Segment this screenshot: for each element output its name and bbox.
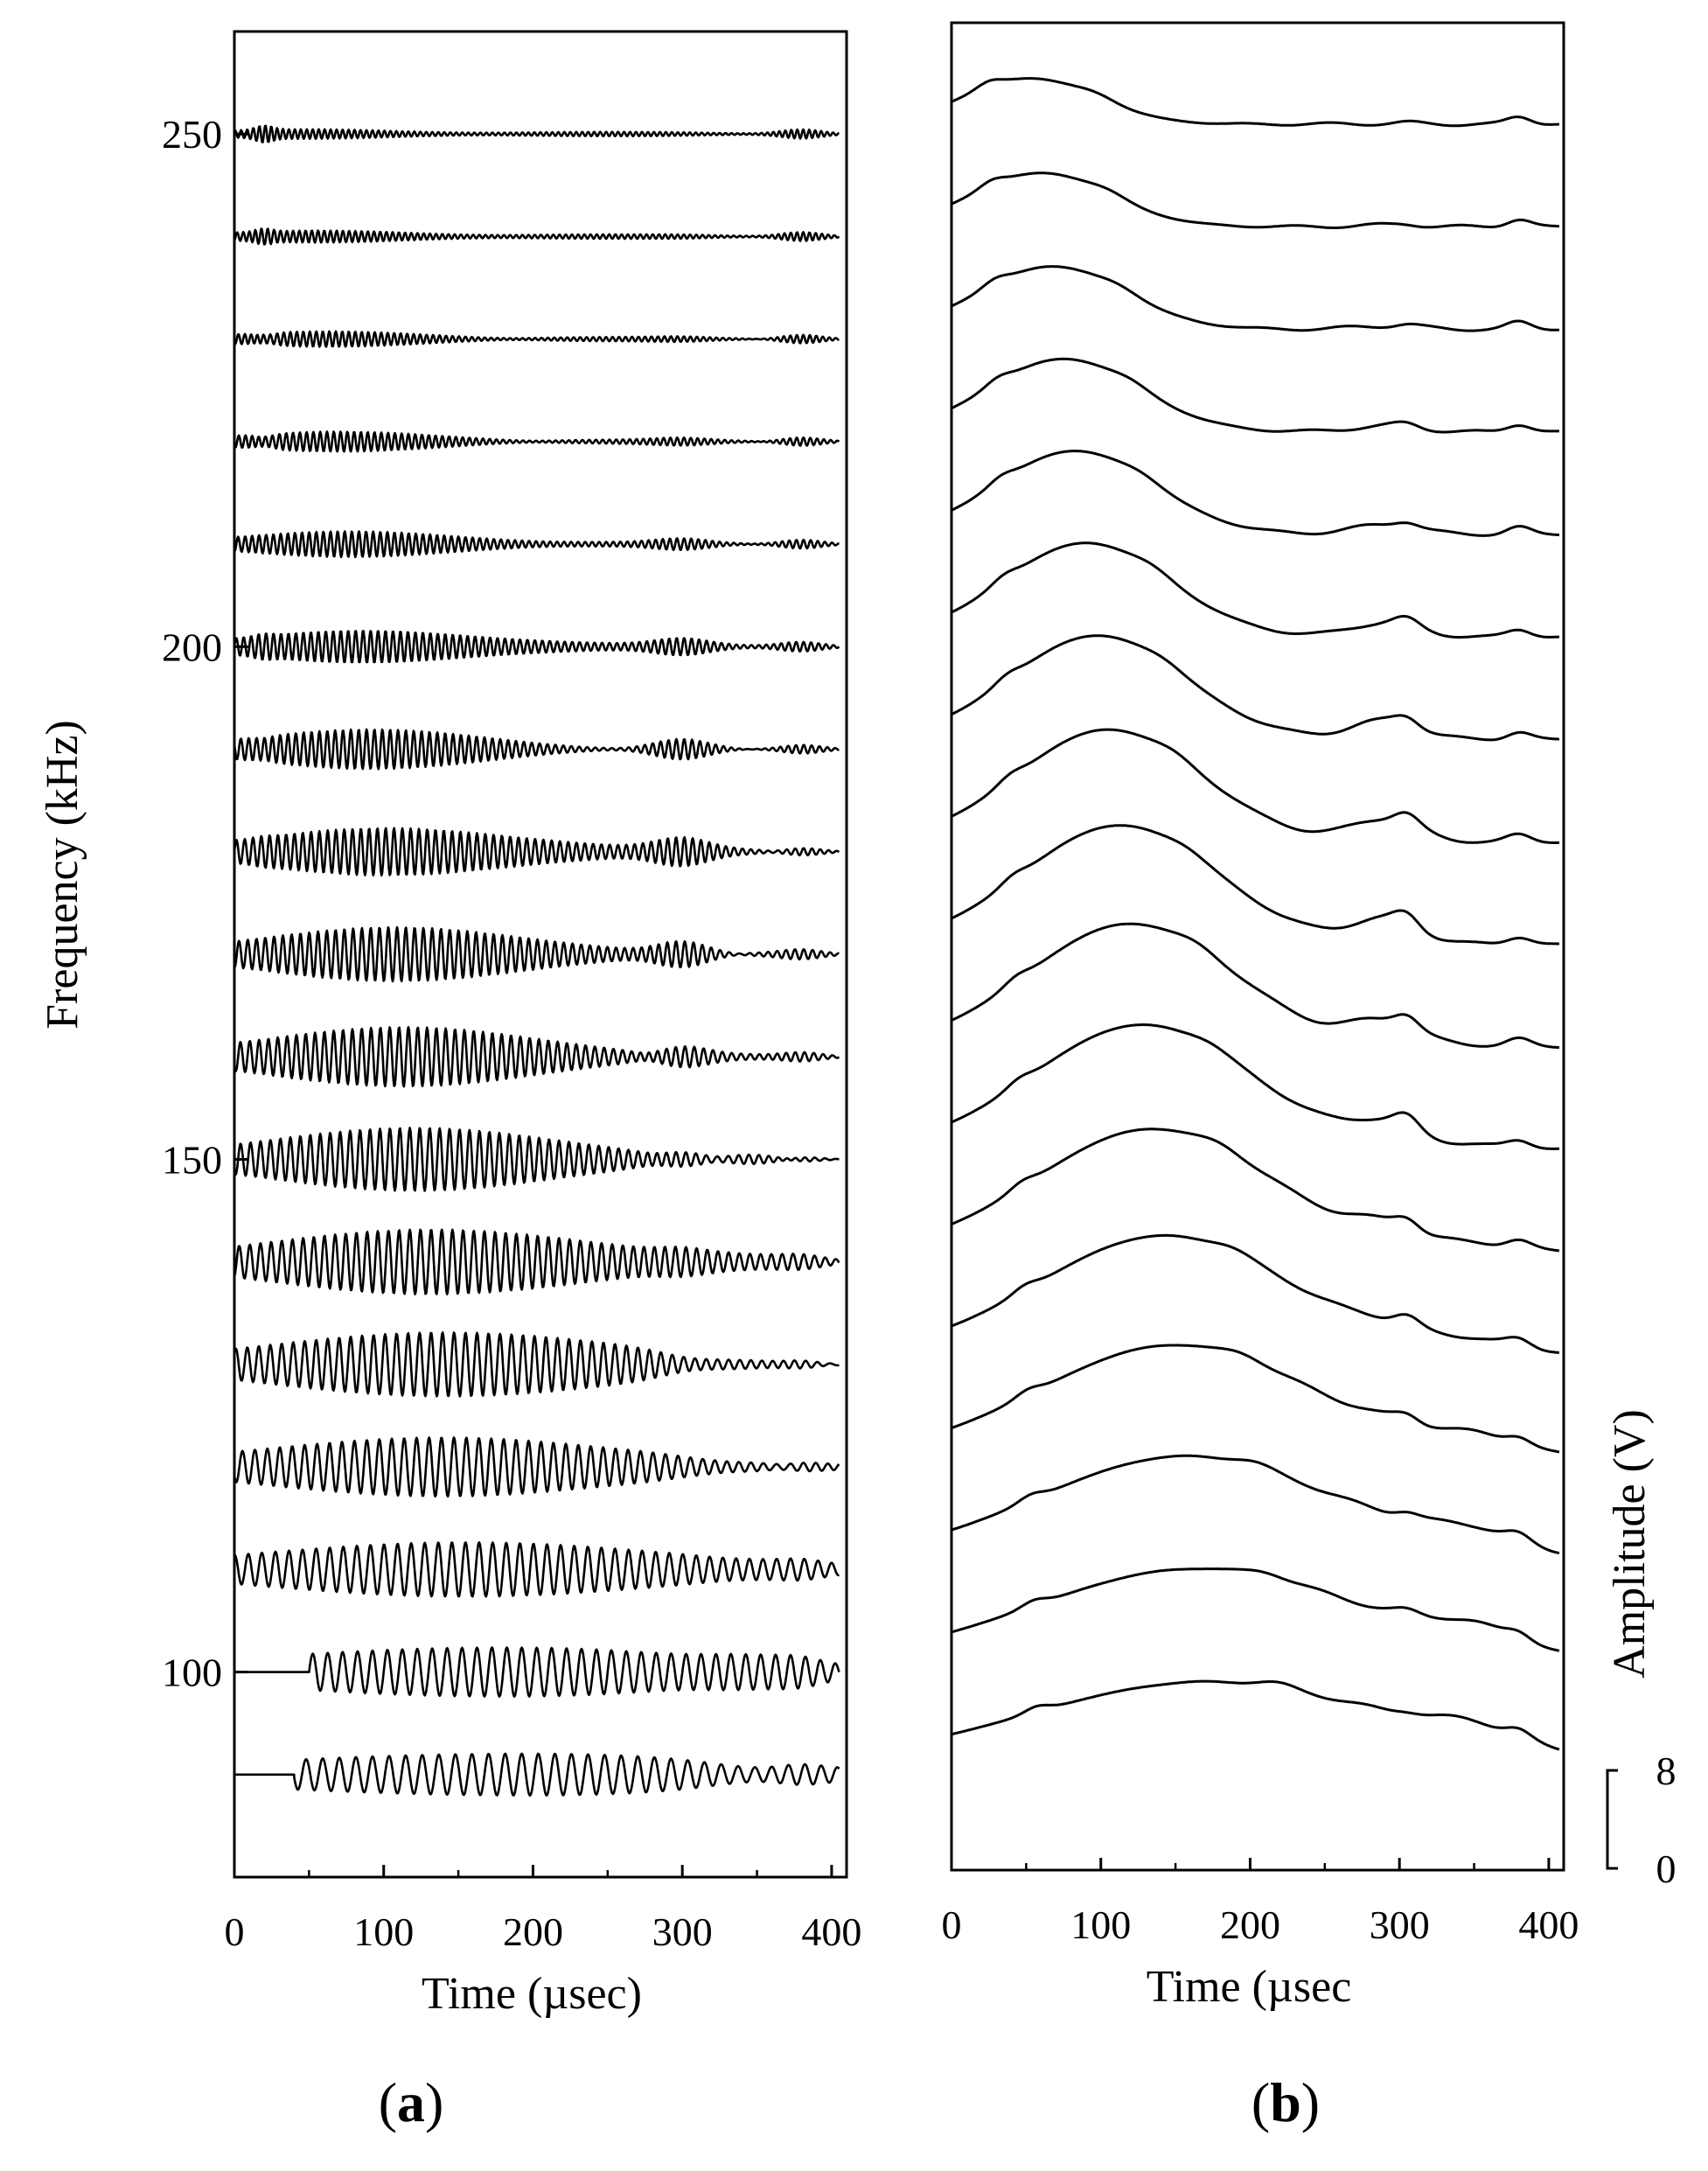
- envelope-100khz: [951, 1567, 1560, 1652]
- waveform-140khz: [233, 1228, 840, 1295]
- panel-a-y-tick-label: 100: [162, 1651, 222, 1695]
- waveform-180khz: [233, 827, 840, 876]
- waveform-130khz: [233, 1331, 840, 1398]
- envelope-140khz: [951, 1127, 1560, 1253]
- amplitude-scale-top-label: 8: [1656, 1749, 1677, 1793]
- waveform-170khz: [234, 925, 840, 983]
- envelope-110khz: [951, 1454, 1560, 1555]
- panel-b-x-tick-label: 300: [1370, 1902, 1430, 1947]
- waveform-210khz: [234, 530, 840, 559]
- waveform-120khz: [233, 1436, 840, 1498]
- waveform-150khz: [233, 1127, 840, 1192]
- panel-b-x-tick-label: 100: [1070, 1902, 1131, 1947]
- panel-a-y-tick-label: 250: [162, 112, 222, 157]
- svg-text:(a): (a): [379, 2071, 444, 2133]
- amplitude-scale-bar: 80: [1606, 1749, 1677, 1891]
- panel-b-label: (b): [1251, 2071, 1320, 2133]
- panel-b: 0 100 200 300 400 Time (µsec Amplitude (V) 8…: [942, 21, 1677, 2133]
- panel-b-x-tick-label: 400: [1518, 1902, 1579, 1947]
- envelope-90khz: [951, 1679, 1560, 1751]
- envelope-180khz: [951, 728, 1559, 844]
- waveform-250khz: [233, 124, 840, 143]
- envelope-250khz: [951, 77, 1559, 128]
- panel-b-frame: [950, 21, 1565, 1872]
- waveform-220khz: [233, 430, 840, 453]
- envelope-170khz: [951, 824, 1559, 946]
- panel-b-x-tick-label: 0: [942, 1902, 962, 1947]
- panel-b-y-axis-label: Amplitude (V): [1605, 1409, 1655, 1679]
- panel-a-y-axis-label: Frequency (kHz): [38, 720, 87, 1030]
- panel-a-x-tick-label: 400: [801, 1909, 861, 1954]
- svg-text:(b): (b): [1251, 2071, 1320, 2133]
- panel-b-envelopes: [951, 77, 1560, 1751]
- panel-b-x-ticks: 0 100 200 300 400: [942, 1858, 1579, 1947]
- panel-a-x-tick-label: 100: [353, 1909, 414, 1954]
- envelope-120khz: [951, 1344, 1560, 1454]
- waveform-230khz: [233, 330, 840, 348]
- panel-b-x-tick-label: 200: [1220, 1902, 1280, 1947]
- panel-a-y-tick-label: 150: [162, 1137, 222, 1182]
- envelope-130khz: [951, 1233, 1559, 1354]
- envelope-230khz: [951, 265, 1559, 332]
- envelope-150khz: [951, 1023, 1559, 1150]
- amplitude-scale-bracket: [1606, 1769, 1618, 1870]
- envelope-210khz: [951, 450, 1559, 537]
- panel-b-x-axis-label: Time (µsec: [1147, 1962, 1352, 2012]
- panel-a: 0 100 200 300 400 100 150 200 250 Time (µsec) F…: [38, 30, 861, 2133]
- waveform-240khz: [233, 227, 840, 246]
- envelope-190khz: [951, 634, 1559, 742]
- waveform-90khz: [234, 1752, 840, 1797]
- waveform-200khz: [233, 630, 840, 664]
- panel-a-x-tick-label: 300: [652, 1909, 713, 1954]
- waveform-190khz: [233, 728, 840, 771]
- envelope-220khz: [951, 357, 1559, 434]
- panel-a-y-ticks: 100 150 200 250: [162, 112, 248, 1695]
- waveform-100khz: [234, 1646, 840, 1698]
- envelope-240khz: [951, 171, 1559, 229]
- panel-a-x-tick-label: 0: [225, 1909, 245, 1954]
- amplitude-scale-bottom-label: 0: [1656, 1846, 1677, 1891]
- envelope-200khz: [951, 541, 1559, 639]
- waveform-110khz: [234, 1541, 840, 1598]
- panel-a-waveforms: [233, 124, 840, 1797]
- waveform-160khz: [233, 1026, 840, 1088]
- panel-a-x-ticks: 0 100 200 300 400: [225, 1865, 861, 1954]
- panel-a-x-tick-label: 200: [503, 1909, 563, 1954]
- panel-a-frame: [233, 30, 848, 1879]
- envelope-160khz: [951, 922, 1559, 1050]
- panel-a-y-tick-label: 200: [162, 625, 222, 669]
- panel-a-label: (a): [379, 2071, 444, 2133]
- panel-a-x-axis-label: Time (µsec): [422, 1969, 642, 2019]
